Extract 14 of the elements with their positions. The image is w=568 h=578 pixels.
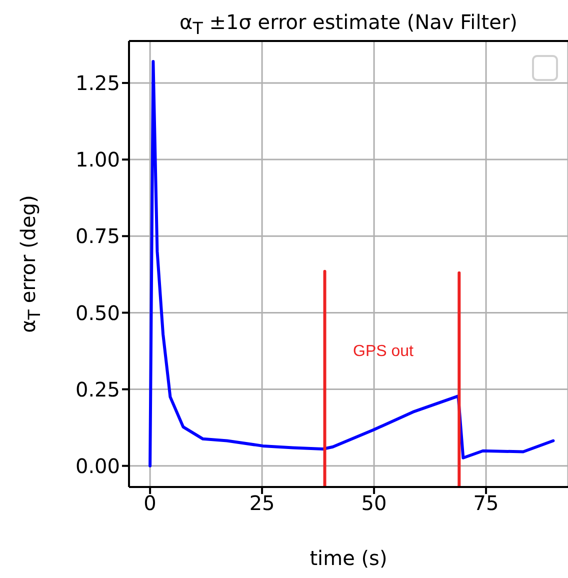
y-tick-label: 0.00: [75, 454, 120, 478]
y-tick-label: 0.75: [75, 224, 120, 248]
chart-title: α$_{T}$ ±1σ error estimate (Nav Filter): [178, 10, 518, 38]
y-tick-label: 1.00: [75, 148, 120, 172]
x-tick-label: 50: [361, 491, 387, 516]
line-series: [148, 60, 555, 468]
y-tick-label: 1.25: [75, 71, 120, 96]
x-tick-label: 75: [473, 491, 499, 516]
x-tick-label: 0: [144, 491, 156, 516]
y-tick-label: 0.25: [75, 377, 120, 402]
annotation: GPS out: [353, 343, 414, 361]
y-tick-label: 0.50: [75, 300, 120, 325]
x-axis-title: time (s): [308, 546, 388, 570]
x-tick-label: 25: [249, 491, 275, 516]
